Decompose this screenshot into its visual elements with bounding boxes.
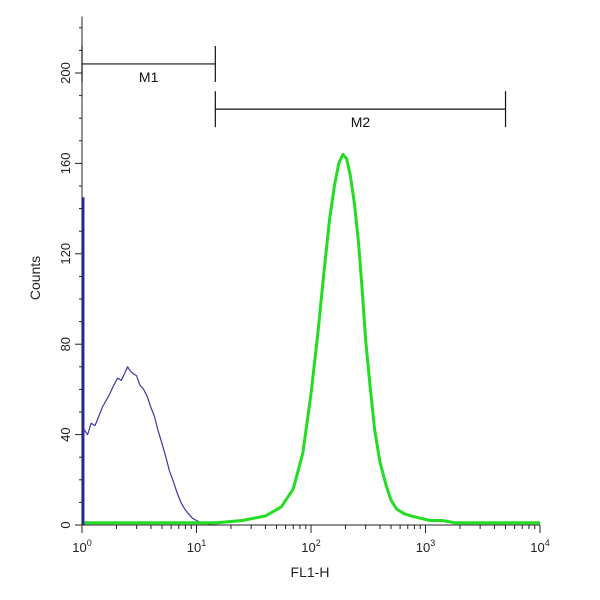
x-tick-label: 104: [530, 538, 549, 555]
x-tick-label: 100: [72, 538, 91, 555]
x-axis-title: FL1-H: [291, 564, 330, 580]
x-tick-label: 103: [416, 538, 435, 555]
y-tick-label: 0: [58, 521, 73, 528]
marker-label: M2: [351, 114, 371, 130]
series-line-2: [82, 152, 540, 525]
series-line-1: [81, 366, 217, 526]
y-tick-label: 80: [58, 337, 73, 351]
x-tick-label: 101: [187, 538, 206, 555]
marker-label: M1: [139, 69, 159, 85]
y-tick-label: 160: [58, 153, 73, 175]
y-axis-title: Counts: [27, 256, 43, 300]
y-tick-label: 40: [58, 427, 73, 441]
y-tick-label: 120: [58, 243, 73, 265]
x-tick-label: 102: [301, 538, 320, 555]
y-tick-label: 200: [58, 62, 73, 84]
